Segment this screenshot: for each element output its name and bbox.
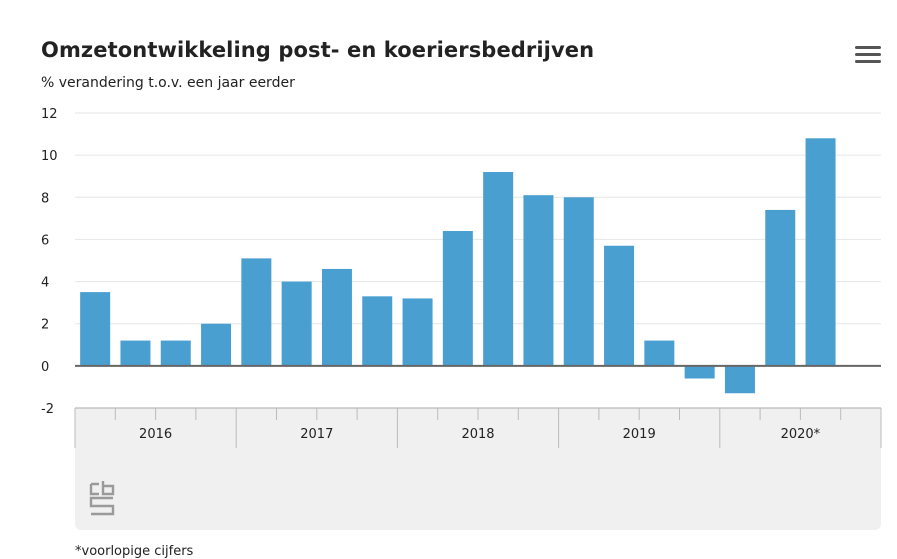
y-tick-label: 0	[41, 360, 49, 375]
y-tick-label: 2	[41, 318, 49, 333]
year-label: 2019	[623, 427, 656, 442]
bar	[604, 245, 635, 366]
cbs-logo-icon	[89, 481, 115, 516]
y-tick-label: 12	[41, 107, 58, 122]
year-label: 2017	[300, 427, 333, 442]
hamburger-menu-icon[interactable]	[855, 46, 881, 68]
bar	[684, 365, 715, 379]
footnote: *voorlopige cijfers	[75, 544, 194, 559]
y-tick-label: -2	[41, 402, 54, 417]
bar	[805, 138, 836, 366]
chart-subtitle: % verandering t.o.v. een jaar eerder	[41, 75, 295, 91]
bar	[120, 340, 151, 366]
bar	[80, 292, 111, 366]
y-tick-label: 8	[41, 191, 49, 206]
y-tick-label: 6	[41, 233, 49, 248]
bar	[523, 195, 554, 366]
bar	[362, 296, 393, 366]
year-label: 2016	[139, 427, 172, 442]
chart-footer	[75, 448, 881, 530]
bar	[160, 340, 191, 366]
chart-title: Omzetontwikkeling post- en koeriersbedri…	[41, 38, 595, 62]
year-label: 2020*	[781, 427, 821, 442]
bar	[563, 197, 594, 366]
bar	[765, 209, 796, 366]
y-tick-label: 4	[41, 276, 49, 291]
bar	[241, 258, 272, 366]
bar	[281, 281, 312, 366]
y-tick-label: 10	[41, 149, 58, 164]
bar	[201, 323, 232, 366]
bar	[402, 298, 433, 366]
bar	[724, 365, 755, 394]
bar	[442, 231, 473, 366]
bar	[644, 340, 675, 366]
year-label: 2018	[461, 427, 494, 442]
bar	[321, 268, 352, 366]
bar	[483, 172, 514, 366]
